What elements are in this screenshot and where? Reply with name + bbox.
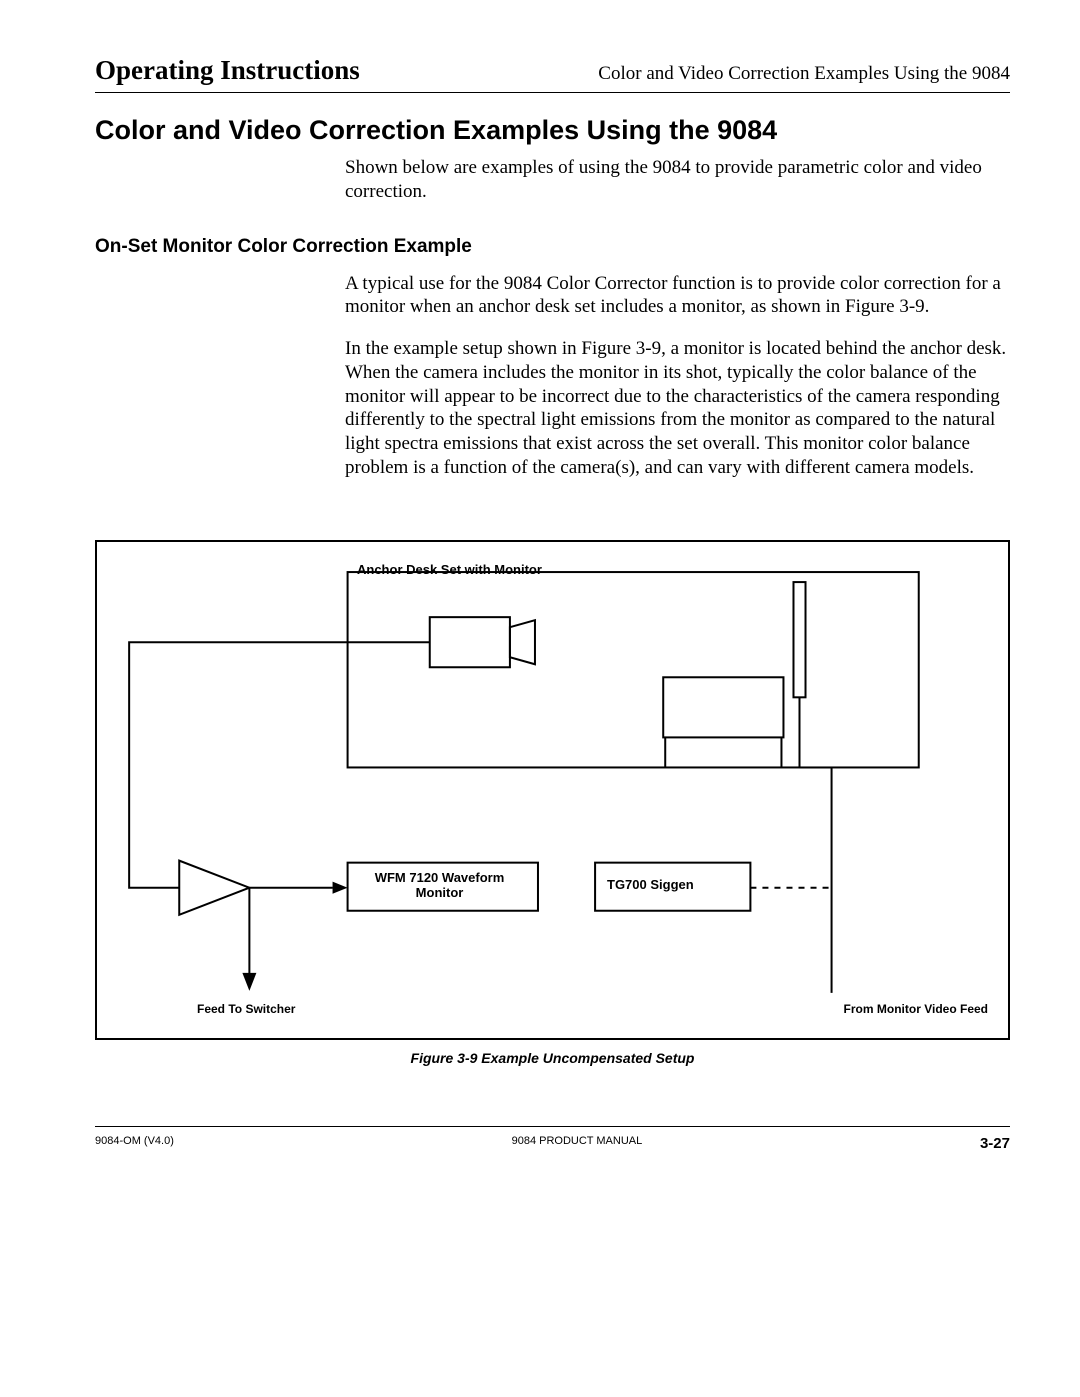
figure-caption: Figure 3-9 Example Uncompensated Setup (95, 1050, 1010, 1066)
header-right: Color and Video Correction Examples Usin… (598, 63, 1010, 85)
header-rule (95, 92, 1010, 93)
header-left: Operating Instructions (95, 55, 360, 86)
label-tg700-siggen: TG700 Siggen (607, 877, 694, 892)
footer-center: 9084 PRODUCT MANUAL (512, 1135, 643, 1152)
diagram-svg (97, 542, 1008, 1038)
label-wfm-monitor: WFM 7120 Waveform Monitor (352, 870, 527, 900)
page-header: Operating Instructions Color and Video C… (95, 55, 1010, 86)
label-from-monitor-feed: From Monitor Video Feed (844, 1002, 988, 1016)
sub-section-title: On-Set Monitor Color Correction Example (95, 236, 1010, 258)
paragraph-2: In the example setup shown in Figure 3-9… (345, 337, 1010, 480)
footer-rule (95, 1126, 1010, 1127)
figure-3-9: Anchor Desk Set with Monitor WFM 7120 Wa… (95, 540, 1010, 1040)
footer-left: 9084-OM (V4.0) (95, 1135, 174, 1152)
footer-page-number: 3-27 (980, 1135, 1010, 1152)
page-container: Operating Instructions Color and Video C… (0, 0, 1080, 1192)
label-feed-to-switcher: Feed To Switcher (197, 1002, 295, 1016)
page-footer: 9084-OM (V4.0) 9084 PRODUCT MANUAL 3-27 (95, 1135, 1010, 1152)
label-anchor-desk: Anchor Desk Set with Monitor (357, 562, 542, 577)
section-title: Color and Video Correction Examples Usin… (95, 115, 1010, 146)
intro-paragraph: Shown below are examples of using the 90… (345, 156, 1010, 204)
paragraph-1: A typical use for the 9084 Color Correct… (345, 272, 1010, 320)
